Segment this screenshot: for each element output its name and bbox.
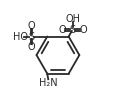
Text: O: O	[58, 25, 66, 35]
Text: O: O	[28, 42, 35, 52]
Text: OH: OH	[65, 14, 80, 24]
Text: O: O	[28, 21, 35, 31]
Text: HO: HO	[13, 32, 28, 42]
Text: H₂N: H₂N	[39, 78, 58, 88]
Text: S: S	[28, 32, 35, 42]
Text: S: S	[70, 25, 76, 35]
Text: O: O	[79, 25, 87, 35]
